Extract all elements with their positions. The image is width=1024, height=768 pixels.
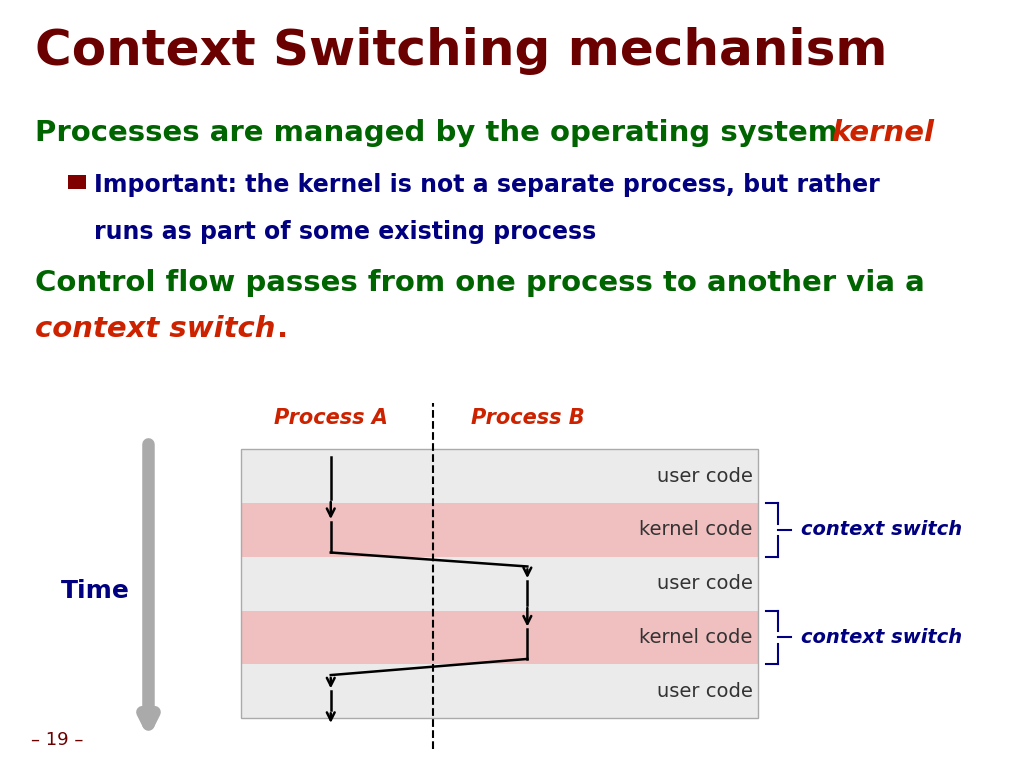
Text: user code: user code	[656, 574, 753, 593]
Text: context switch: context switch	[801, 521, 962, 539]
Text: kernel code: kernel code	[639, 521, 753, 539]
Text: runs as part of some existing process: runs as part of some existing process	[94, 220, 596, 244]
Bar	[241, 449, 758, 718]
Bar	[241, 664, 758, 718]
Bar	[68, 175, 86, 189]
Text: user code: user code	[656, 467, 753, 485]
Text: Control flow passes from one process to another via a: Control flow passes from one process to …	[35, 269, 925, 296]
Text: – 19 –: – 19 –	[31, 731, 83, 749]
Text: context switch: context switch	[35, 315, 275, 343]
Text: Process B: Process B	[471, 408, 584, 428]
Bar	[241, 611, 758, 664]
Text: kernel code: kernel code	[639, 628, 753, 647]
Text: Process A: Process A	[273, 408, 388, 428]
Bar	[241, 449, 758, 503]
Text: user code: user code	[656, 682, 753, 700]
Text: Context Switching mechanism: Context Switching mechanism	[35, 27, 888, 75]
Text: Processes are managed by the operating system: Processes are managed by the operating s…	[35, 119, 848, 147]
Text: Time: Time	[60, 579, 130, 604]
Text: kernel: kernel	[831, 119, 934, 147]
Text: .: .	[278, 315, 289, 343]
Text: Important: the kernel is not a separate process, but rather: Important: the kernel is not a separate …	[94, 173, 880, 197]
Bar	[241, 503, 758, 557]
Text: context switch: context switch	[801, 628, 962, 647]
Bar	[241, 557, 758, 611]
